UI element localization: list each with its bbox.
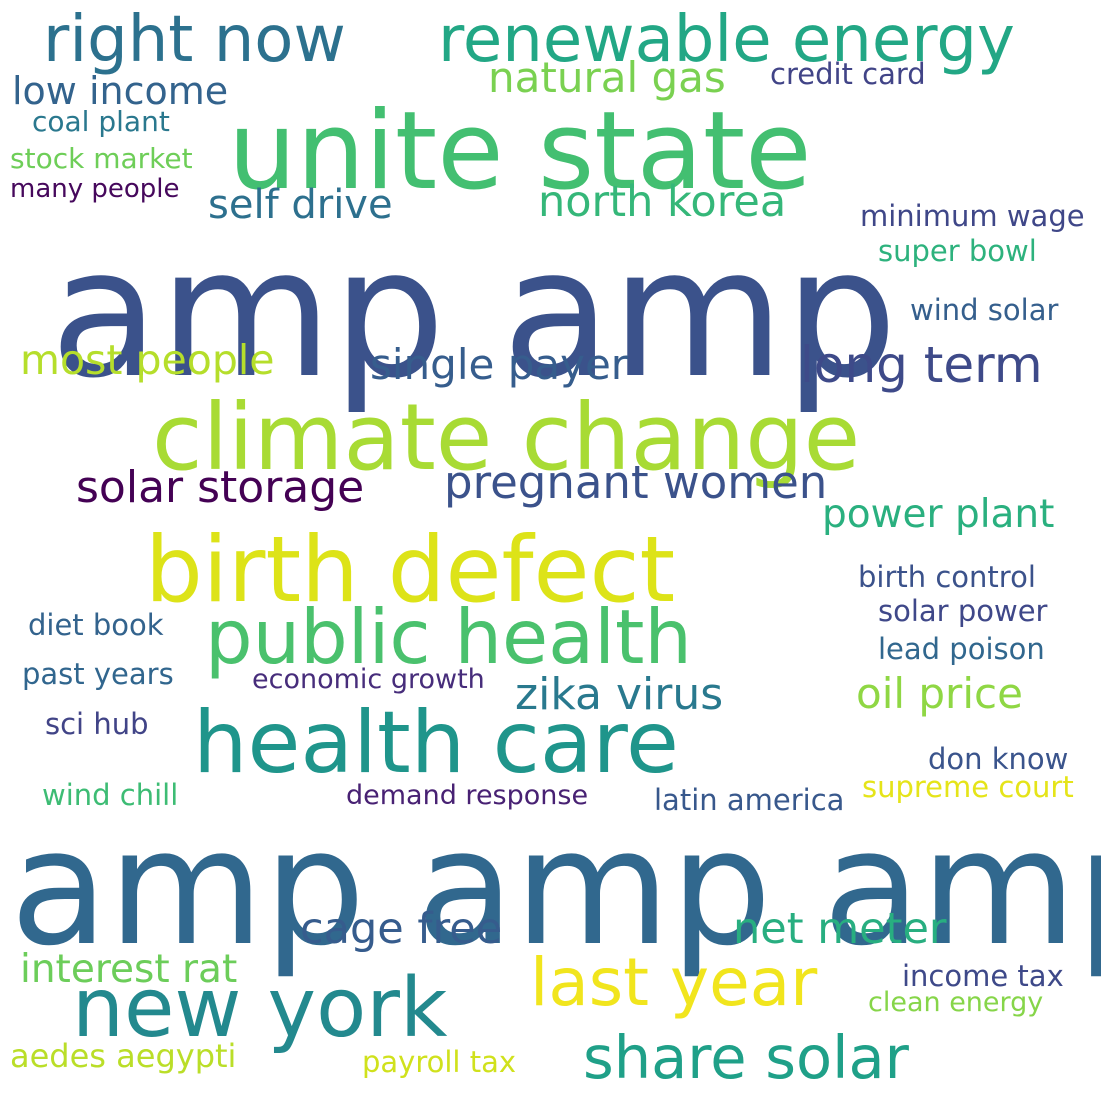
word-credit-card: credit card <box>770 57 926 91</box>
word-sci-hub: sci hub <box>45 707 149 741</box>
word-long-term: long term <box>800 336 1043 394</box>
word-pregnant-women: pregnant women <box>444 456 828 509</box>
word-coal-plant: coal plant <box>32 105 170 138</box>
word-latin-america: latin america <box>654 783 845 817</box>
word-amp-amp: amp amp <box>50 210 898 417</box>
word-payroll-tax: payroll tax <box>362 1045 517 1079</box>
word-share-solar: share solar <box>583 1023 909 1092</box>
word-many-people: many people <box>10 174 180 204</box>
word-stock-market: stock market <box>10 142 193 175</box>
word-health-care: health care <box>193 693 679 793</box>
word-birth-control: birth control <box>858 560 1036 594</box>
word-oil-price: oil price <box>856 669 1023 718</box>
word-diet-book: diet book <box>28 608 164 642</box>
word-cage-free: cage free <box>300 904 503 954</box>
word-renewable-energy: renewable energy <box>438 3 1015 77</box>
word-most-people: most people <box>20 336 275 384</box>
word-interest-rat: interest rat <box>20 947 238 992</box>
word-wind-chill: wind chill <box>42 778 179 812</box>
word-income-tax: income tax <box>902 959 1064 993</box>
word-don-know: don know <box>928 742 1069 776</box>
word-birth-defect: birth defect <box>145 518 676 623</box>
word-last-year: last year <box>530 944 818 1021</box>
word-economic-growth: economic growth <box>252 664 485 695</box>
word-aedes-aegypti: aedes aegypti <box>10 1037 237 1075</box>
word-new-york: new york <box>72 961 448 1056</box>
word-single-payer: single payer <box>370 340 629 389</box>
word-lead-poison: lead poison <box>878 632 1045 666</box>
word-wind-solar: wind solar <box>910 293 1059 327</box>
word-amp-amp-amp: amp amp amp <box>10 794 1101 981</box>
word-minimum-wage: minimum wage <box>860 199 1085 233</box>
word-solar-power: solar power <box>878 594 1048 628</box>
word-unite-state: unite state <box>228 89 812 214</box>
word-self-drive: self drive <box>208 182 393 228</box>
word-past-years: past years <box>22 657 174 691</box>
word-right-now: right now <box>43 3 346 77</box>
word-super-bowl: super bowl <box>878 234 1037 268</box>
word-solar-storage: solar storage <box>76 462 365 513</box>
word-low-income: low income <box>12 69 229 113</box>
word-climate-change: climate change <box>152 384 861 491</box>
word-supreme-court: supreme court <box>862 770 1074 804</box>
word-zika-virus: zika virus <box>515 669 724 720</box>
word-demand-response: demand response <box>346 780 589 811</box>
word-power-plant: power plant <box>822 492 1055 537</box>
word-public-health: public health <box>205 593 692 681</box>
word-clean-energy: clean energy <box>868 987 1044 1018</box>
word-natural-gas: natural gas <box>488 53 726 102</box>
word-north-korea: north korea <box>538 177 787 227</box>
word-net-meter: net meter <box>733 904 947 954</box>
